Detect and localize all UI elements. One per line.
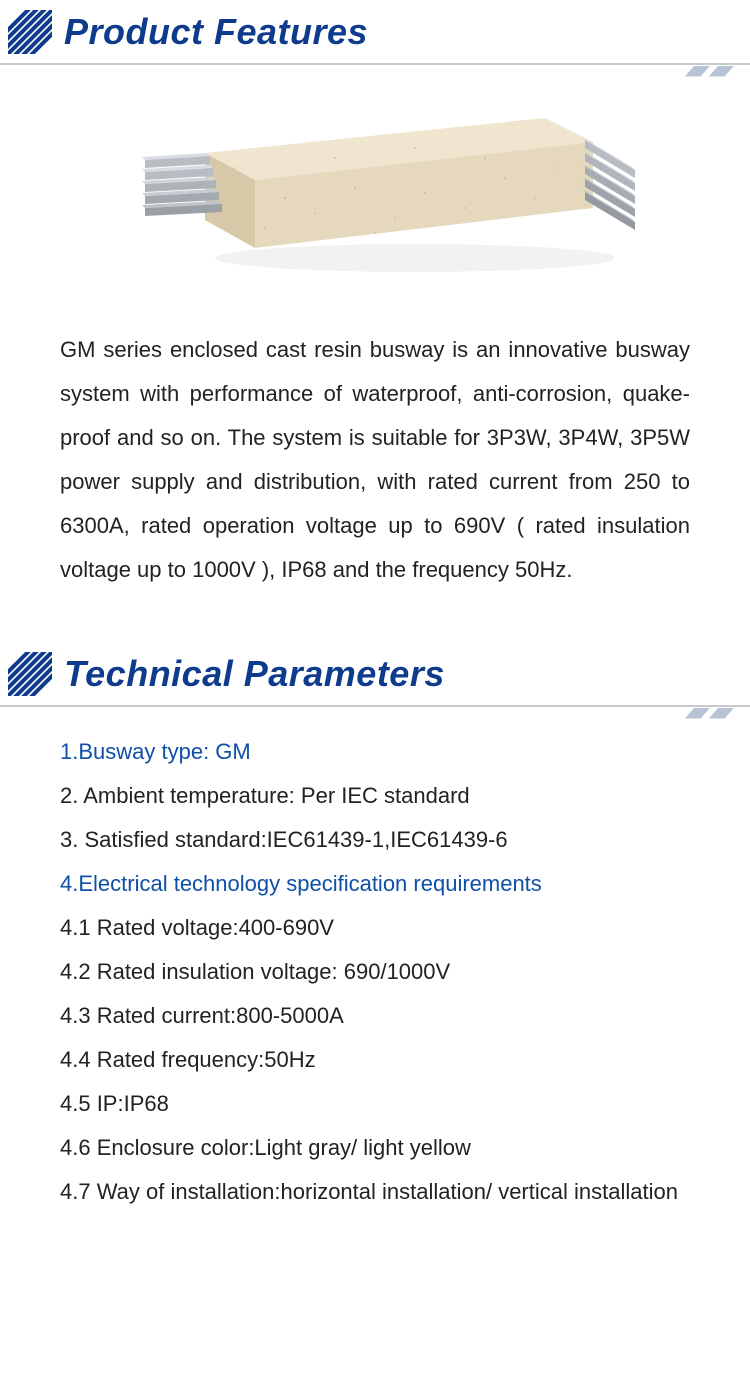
- param-item: 4.7 Way of installation:horizontal insta…: [60, 1170, 690, 1214]
- param-item: 4.4 Rated frequency:50Hz: [60, 1038, 690, 1082]
- product-illustration: [0, 68, 750, 318]
- hatch-icon: [8, 652, 52, 696]
- param-item: 1.Busway type: GM: [60, 730, 690, 774]
- features-description: GM series enclosed cast resin busway is …: [0, 318, 750, 642]
- header-rule: ▰▰: [0, 60, 750, 68]
- parameters-header: Technical Parameters: [0, 642, 750, 696]
- hatch-icon: [8, 10, 52, 54]
- conductor-fins-right: [582, 137, 635, 230]
- param-item: 4.Electrical technology specification re…: [60, 862, 690, 906]
- conductor-fins-left: [142, 153, 222, 216]
- header-rule: ▰▰: [0, 702, 750, 710]
- param-item: 4.1 Rated voltage:400-690V: [60, 906, 690, 950]
- param-item: 4.5 IP:IP68: [60, 1082, 690, 1126]
- param-item: 4.6 Enclosure color:Light gray/ light ye…: [60, 1126, 690, 1170]
- parameters-list: 1.Busway type: GM 2. Ambient temperature…: [0, 710, 750, 1214]
- param-item: 4.3 Rated current:800-5000A: [60, 994, 690, 1038]
- param-item: 4.2 Rated insulation voltage: 690/1000V: [60, 950, 690, 994]
- param-item: 3. Satisfied standard:IEC61439-1,IEC6143…: [60, 818, 690, 862]
- parameters-title: Technical Parameters: [64, 653, 445, 695]
- param-item: 2. Ambient temperature: Per IEC standard: [60, 774, 690, 818]
- features-title: Product Features: [64, 11, 368, 53]
- features-header: Product Features: [0, 0, 750, 54]
